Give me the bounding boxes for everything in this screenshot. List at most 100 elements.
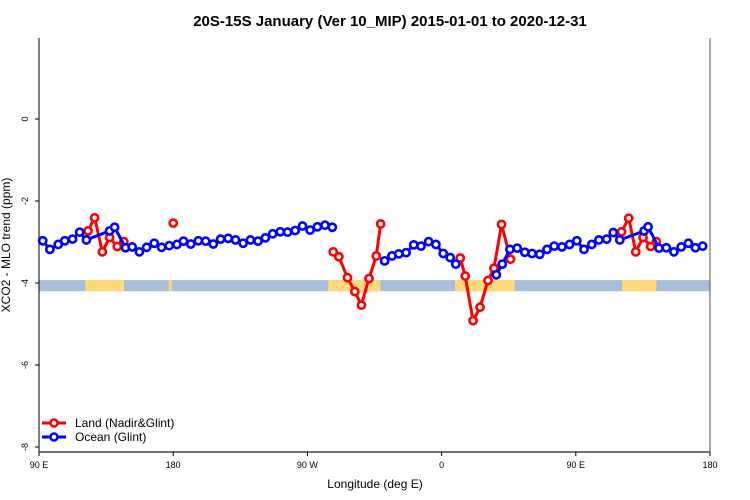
land-band <box>85 280 124 292</box>
ocean-data-point <box>557 242 567 252</box>
ocean-data-point <box>74 227 85 238</box>
ocean-data-point <box>109 222 120 233</box>
land-data-point <box>83 226 93 236</box>
land-data-point <box>342 272 353 283</box>
y-tick-label: -6 <box>20 361 30 369</box>
ocean-data-point <box>491 269 502 280</box>
land-data-point <box>97 246 108 257</box>
ocean-data-point <box>438 248 449 259</box>
ocean-data-point <box>44 244 55 255</box>
y-tick-label: -4 <box>20 279 30 287</box>
ocean-data-point <box>327 222 338 233</box>
ocean-data-point <box>564 239 575 250</box>
chart-title: 20S-15S January (Ver 10_MIP) 2015-01-01 … <box>193 13 587 30</box>
ocean-data-point <box>67 234 78 245</box>
x-tick-label: 180 <box>166 460 181 470</box>
ocean-data-point <box>594 235 604 245</box>
ocean-data-point <box>579 244 589 255</box>
land-data-point <box>645 241 656 252</box>
ocean-data-point <box>267 228 278 239</box>
land-data-point <box>483 275 493 286</box>
land-data-point <box>630 246 641 257</box>
land-band <box>622 280 657 292</box>
ocean-data-point <box>586 239 597 250</box>
x-tick-label: 0 <box>439 460 444 470</box>
ocean-data-point <box>614 235 625 245</box>
ocean-data-point <box>504 244 515 255</box>
ocean-data-point <box>127 242 138 252</box>
ocean-data-point <box>305 225 315 236</box>
land-data-point <box>475 302 485 313</box>
ocean-data-point <box>134 246 145 257</box>
ocean-data-point <box>497 259 508 270</box>
land-data-point <box>328 246 339 257</box>
series-layer <box>37 212 708 326</box>
ocean-data-point <box>260 232 271 243</box>
land-data-point <box>455 253 466 263</box>
ocean-data-point <box>245 235 256 245</box>
ocean-data-point <box>676 242 687 252</box>
ocean-data-point <box>527 248 538 259</box>
legend-land-marker <box>49 418 59 428</box>
land-data-point <box>375 219 386 229</box>
y-axis-label: XCO2 - MLO trend (ppm) <box>0 178 13 313</box>
ocean-data-point <box>697 241 708 251</box>
land-data-point <box>364 273 374 284</box>
land-data-point <box>168 218 179 229</box>
ocean-data-point <box>282 227 293 238</box>
x-tick-label: 90 E <box>567 460 586 470</box>
land-data-point <box>505 254 516 265</box>
land-band <box>328 280 381 292</box>
x-tick-label: 180 <box>702 460 717 470</box>
ocean-data-point <box>253 236 263 247</box>
ocean-data-point <box>312 221 323 232</box>
ocean-data-point <box>379 255 390 266</box>
ocean-data-point <box>661 242 672 253</box>
land-data-point <box>89 212 100 223</box>
legend-land-label: Land (Nadir&Glint) <box>75 416 174 430</box>
ocean-data-point <box>185 239 196 249</box>
ocean-data-point <box>238 238 249 249</box>
ocean-data-point <box>601 234 612 245</box>
ocean-data-point <box>549 241 560 251</box>
ocean-data-point <box>534 249 545 260</box>
x-tick-label: 90 E <box>30 460 49 470</box>
ocean-data-point <box>643 221 654 232</box>
ocean-data-point <box>156 242 167 253</box>
ocean-data-point <box>416 241 426 251</box>
ocean-data-point <box>208 239 219 249</box>
ocean-data-point <box>571 235 582 246</box>
land-data-point <box>349 286 360 297</box>
land-data-point <box>371 251 382 261</box>
ocean-data-point <box>519 247 530 258</box>
land-data-point <box>496 219 507 230</box>
ocean-data-point <box>215 234 226 245</box>
land-series-line <box>458 223 512 326</box>
ocean-data-point <box>290 225 301 236</box>
surface-band <box>39 280 710 292</box>
legend: Land (Nadir&Glint) Ocean (Glint) <box>42 416 174 444</box>
axes: 90 E 180 90 W 0 90 E 180 0 -2 -4 -6 -8 <box>20 38 718 470</box>
ocean-data-point <box>393 248 404 259</box>
ocean-data-point <box>669 246 679 257</box>
ocean-data-point <box>512 243 523 254</box>
land-data-point <box>468 315 478 326</box>
ocean-data-point <box>149 238 160 249</box>
ocean-data-point <box>445 252 456 263</box>
legend-ocean-label: Ocean (Glint) <box>75 430 146 444</box>
ocean-data-point <box>81 235 92 245</box>
ocean-data-point <box>59 235 70 246</box>
ocean-data-point <box>37 235 48 246</box>
land-data-point <box>623 213 634 224</box>
land-band <box>455 280 515 292</box>
ocean-data-point <box>450 259 461 270</box>
land-data-point <box>460 271 471 281</box>
land-band <box>168 280 172 292</box>
ocean-data-point <box>200 236 211 247</box>
x-axis-label: Longitude (deg E) <box>327 477 422 491</box>
ocean-data-point <box>401 247 412 258</box>
legend-ocean-marker <box>49 432 59 442</box>
ocean-data-point <box>608 227 619 238</box>
land-data-point <box>616 226 627 237</box>
